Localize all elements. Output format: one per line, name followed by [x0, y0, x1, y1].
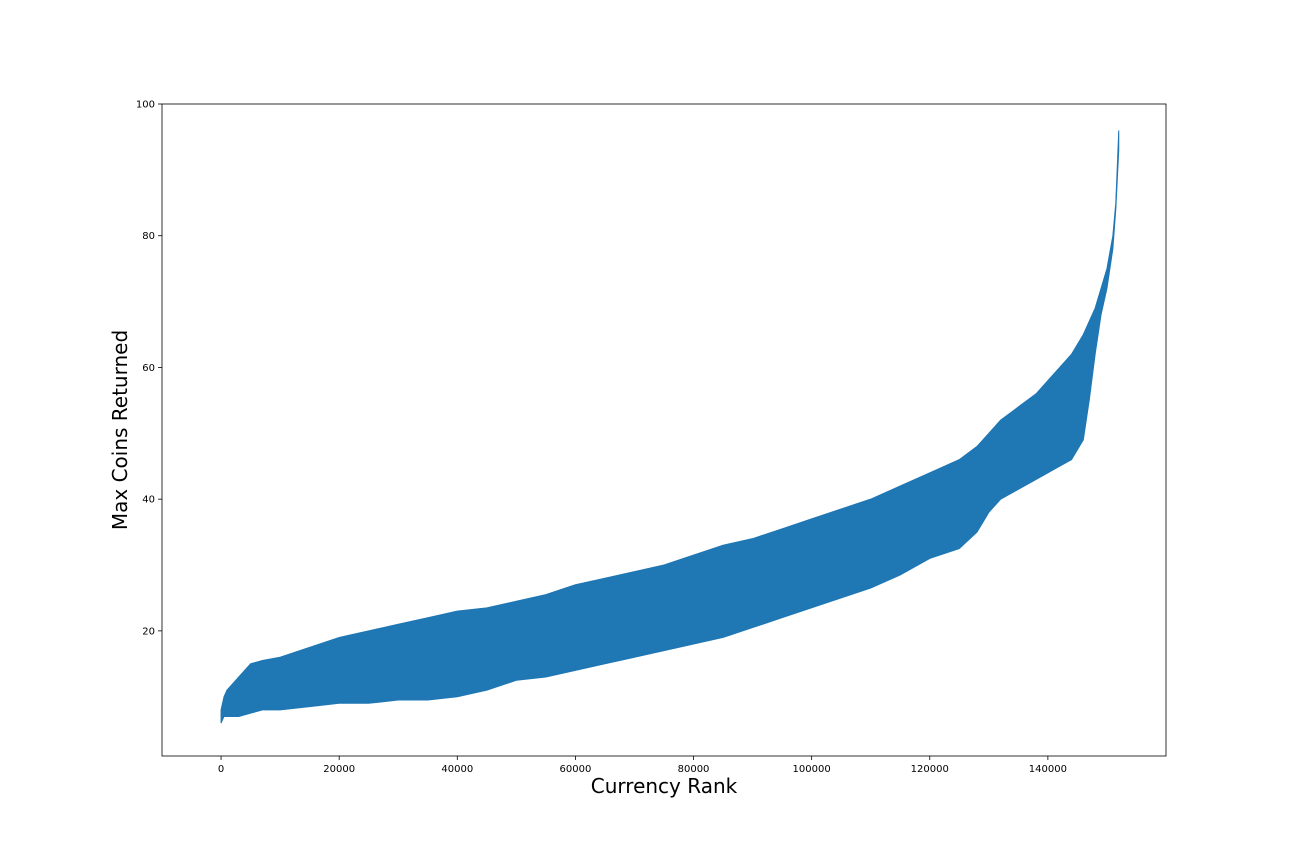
y-axis-ticks: 20 40 60 80 100 — [136, 100, 162, 637]
x-tick-label: 60000 — [560, 764, 592, 775]
x-tick-label: 100000 — [793, 764, 831, 775]
x-tick-label: 0 — [218, 764, 224, 775]
series-layer — [220, 130, 1120, 724]
y-tick-label: 40 — [142, 495, 155, 506]
x-axis-ticks: 0 20000 40000 60000 80000 100000 120000 140000 — [218, 756, 1067, 775]
y-tick-label: 60 — [142, 363, 155, 374]
x-tick-label: 20000 — [323, 764, 355, 775]
x-axis-label: Currency Rank — [591, 774, 738, 798]
x-tick-label: 140000 — [1029, 764, 1067, 775]
y-tick-label: 80 — [142, 231, 155, 242]
x-tick-label: 80000 — [678, 764, 710, 775]
x-tick-label: 40000 — [441, 764, 473, 775]
plot-frame — [161, 103, 1167, 757]
y-tick-label: 20 — [142, 626, 155, 637]
x-tick-label: 120000 — [911, 764, 949, 775]
series-band-0 — [220, 130, 1120, 724]
y-axis-label: Max Coins Returned — [108, 330, 132, 530]
y-tick-label: 100 — [136, 100, 155, 111]
